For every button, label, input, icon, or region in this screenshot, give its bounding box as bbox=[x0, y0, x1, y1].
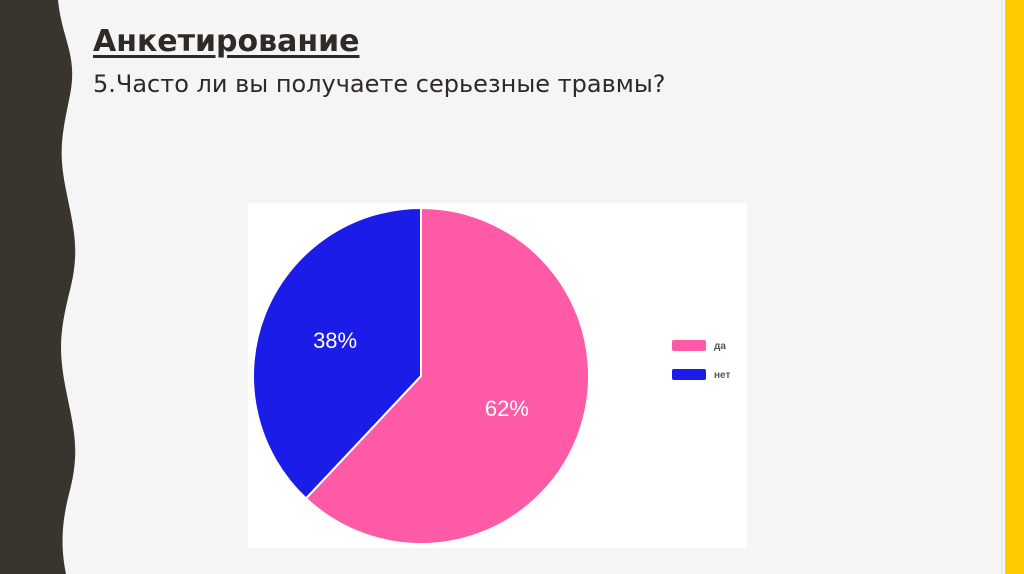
legend-swatch-1 bbox=[672, 340, 706, 351]
slide-title: Анкетирование bbox=[93, 24, 360, 59]
accent-strip bbox=[1005, 0, 1024, 574]
pie-chart-svg: 62% 38% да нет bbox=[252, 206, 730, 545]
decorative-wavy-border bbox=[0, 0, 76, 574]
pie-slice-1 bbox=[304, 206, 590, 545]
pie-chart: 62% 38% да нет bbox=[248, 203, 747, 548]
legend-label-1: да bbox=[714, 341, 726, 352]
pie-data-label-1: 62% bbox=[485, 396, 529, 421]
legend-swatch-2 bbox=[672, 369, 706, 380]
survey-question: 5.Часто ли вы получаете серьезные травмы… bbox=[93, 70, 666, 98]
pie-data-label-2: 38% bbox=[313, 328, 357, 353]
right-divider bbox=[1001, 0, 1003, 574]
legend-label-2: нет bbox=[714, 370, 730, 381]
pie-slice-2 bbox=[252, 206, 422, 500]
